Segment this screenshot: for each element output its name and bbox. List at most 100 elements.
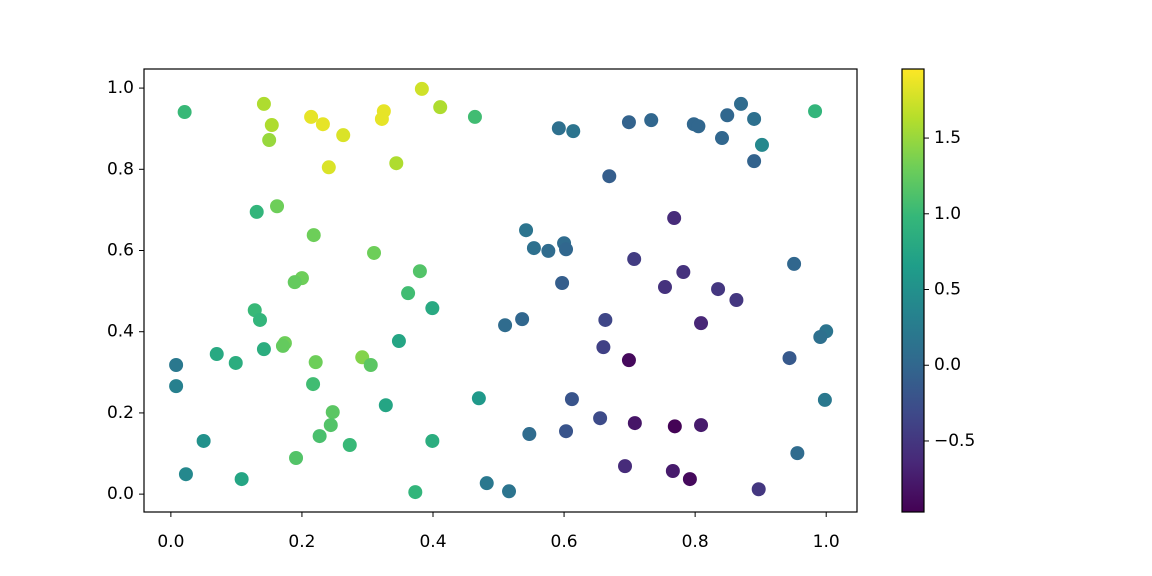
point — [264, 118, 279, 133]
point — [596, 340, 611, 355]
point — [694, 316, 709, 331]
point — [169, 379, 184, 394]
x-tick-label: 0.8 — [682, 532, 709, 552]
point — [228, 355, 243, 370]
x-tick-label: 0.0 — [157, 532, 184, 552]
point — [412, 264, 427, 279]
point — [479, 476, 494, 491]
y-tick-label: 0.8 — [107, 159, 134, 179]
point — [256, 96, 271, 111]
point — [414, 81, 429, 96]
point — [196, 433, 211, 448]
y-tick-label: 0.4 — [107, 322, 134, 342]
point — [747, 154, 762, 169]
point — [433, 100, 448, 115]
point — [252, 312, 267, 327]
point — [559, 424, 574, 439]
point — [249, 204, 264, 219]
point — [665, 463, 680, 478]
point — [289, 450, 304, 465]
point — [667, 419, 682, 434]
point — [808, 104, 823, 119]
point — [321, 160, 336, 175]
x-tick-label: 0.6 — [551, 532, 578, 552]
colorbar-tick-label: 0.0 — [934, 355, 961, 375]
point — [312, 429, 327, 444]
point — [323, 418, 338, 433]
point — [566, 124, 581, 139]
point — [644, 113, 659, 128]
point — [378, 398, 393, 413]
point — [813, 329, 828, 344]
point — [336, 128, 351, 143]
point — [262, 133, 277, 148]
point — [627, 252, 642, 267]
point — [502, 484, 517, 499]
x-tick-label: 1.0 — [813, 532, 840, 552]
point — [682, 472, 697, 487]
point — [287, 275, 302, 290]
y-tick-label: 0.6 — [107, 241, 134, 261]
point — [694, 418, 709, 433]
point — [559, 242, 574, 257]
point — [367, 245, 382, 260]
point — [270, 199, 285, 214]
x-tick-label: 0.4 — [419, 532, 446, 552]
point — [657, 280, 672, 295]
point — [729, 293, 744, 308]
colorbar-tick-label: 1.0 — [934, 204, 961, 224]
point — [667, 211, 682, 226]
point — [315, 117, 330, 132]
point — [374, 111, 389, 126]
x-tick-label: 0.2 — [288, 532, 315, 552]
point — [691, 119, 706, 134]
point — [519, 223, 534, 238]
point — [425, 301, 440, 316]
point — [425, 433, 440, 448]
point — [734, 96, 749, 111]
point — [275, 338, 290, 353]
point — [790, 446, 805, 461]
point — [593, 411, 608, 426]
point — [541, 243, 556, 258]
point — [471, 391, 486, 406]
colorbar — [901, 68, 925, 513]
point — [498, 318, 513, 333]
point — [306, 377, 321, 392]
point — [304, 109, 319, 124]
point — [627, 416, 642, 431]
point — [564, 392, 579, 407]
point — [363, 358, 378, 373]
colorbar-tick-label: −0.5 — [934, 431, 975, 451]
point — [618, 459, 633, 474]
point — [754, 137, 769, 152]
colorbar-tick-label: 0.5 — [934, 280, 961, 300]
point — [526, 241, 541, 256]
axes-frame — [143, 68, 858, 513]
point — [391, 334, 406, 349]
point — [555, 275, 570, 290]
point — [408, 485, 423, 500]
point — [401, 286, 416, 301]
point — [676, 265, 691, 280]
point — [711, 282, 726, 297]
point — [602, 169, 617, 184]
point — [389, 156, 404, 171]
point — [551, 121, 566, 136]
point — [234, 472, 249, 487]
point — [256, 342, 271, 357]
point — [817, 392, 832, 407]
point — [598, 312, 613, 327]
point — [621, 353, 636, 368]
point — [325, 405, 340, 420]
point — [787, 256, 802, 271]
point — [169, 358, 184, 373]
point — [621, 115, 636, 130]
y-tick-label: 1.0 — [107, 78, 134, 98]
point — [720, 108, 735, 123]
point — [747, 111, 762, 126]
point — [467, 109, 482, 124]
point — [522, 427, 537, 442]
point — [209, 347, 224, 362]
